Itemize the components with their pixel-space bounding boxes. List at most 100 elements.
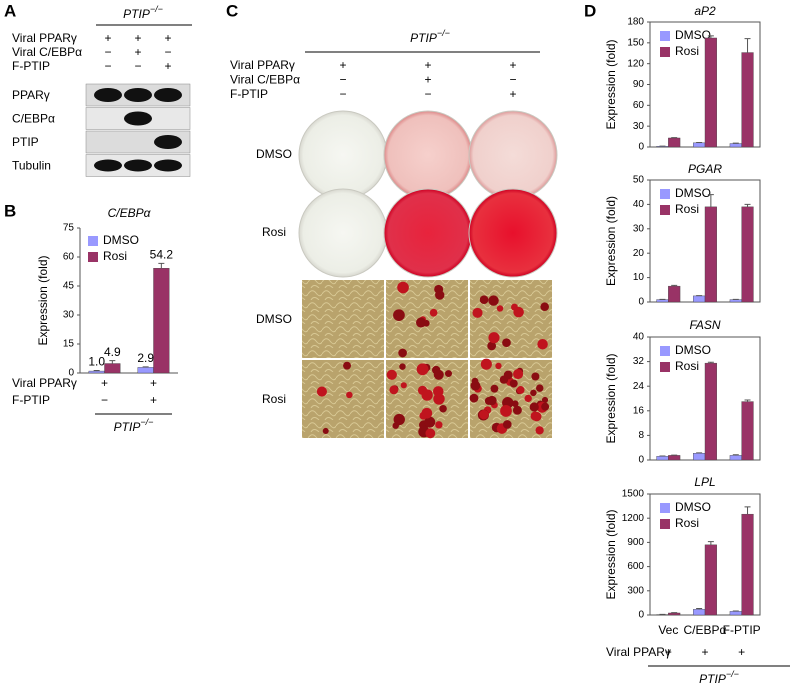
bar — [153, 268, 170, 374]
error-bar — [744, 38, 751, 53]
lipid-droplet — [343, 361, 352, 370]
error-bar — [707, 194, 714, 207]
bar — [704, 37, 717, 148]
lipid-droplet — [529, 402, 539, 412]
y-tick-label: 180 — [627, 17, 644, 28]
condition-mark: + — [339, 58, 346, 72]
bar — [668, 455, 681, 461]
condition-label: Viral PPARγ — [606, 645, 671, 659]
legend-swatch — [660, 31, 670, 41]
lipid-droplet — [472, 307, 483, 318]
y-tick-label: 60 — [63, 252, 75, 263]
lipid-droplet — [435, 290, 445, 300]
condition-mark: − — [164, 45, 171, 59]
legend-label: DMSO — [103, 233, 139, 247]
bar — [741, 52, 754, 148]
lipid-droplet — [495, 362, 502, 370]
lipid-droplet — [479, 409, 489, 420]
bar — [693, 295, 706, 303]
legend-swatch — [660, 503, 670, 513]
chart-title: PGAR — [688, 162, 722, 176]
blot-label: PPARγ — [12, 88, 50, 102]
lipid-droplet — [400, 382, 407, 389]
band — [94, 88, 122, 102]
condition-mark: − — [104, 45, 111, 59]
value-label: 2.9 — [137, 351, 154, 365]
y-tick-label: 20 — [633, 248, 645, 259]
condition-mark: + — [134, 45, 141, 59]
error-bar — [671, 284, 678, 287]
y-tick-label: 600 — [627, 561, 644, 572]
band — [124, 88, 152, 102]
row-label: Rosi — [262, 225, 286, 239]
panel-label: B — [4, 201, 16, 220]
culture-dish — [383, 188, 473, 278]
lipid-droplet — [392, 422, 399, 429]
condition-label: F-PTIP — [230, 87, 268, 101]
legend-label: Rosi — [675, 202, 699, 216]
bar — [656, 456, 669, 461]
row-label: DMSO — [256, 312, 292, 326]
lipid-droplet — [487, 341, 497, 351]
value-label: 54.2 — [150, 248, 174, 262]
panel-label: C — [226, 1, 238, 20]
lipid-droplet — [439, 404, 447, 413]
condition-label: Viral PPARγ — [12, 376, 77, 390]
bar — [104, 363, 121, 374]
gene: PTIP — [699, 672, 726, 686]
condition-mark: + — [509, 58, 516, 72]
y-tick-label: 32 — [633, 356, 645, 367]
lipid-droplet — [532, 411, 542, 422]
condition-label: F-PTIP — [12, 59, 50, 73]
lipid-droplet — [398, 348, 407, 358]
lipid-droplet — [393, 309, 405, 321]
genotype: PTIP−/− — [699, 669, 739, 686]
lipid-droplet — [425, 428, 436, 439]
lipid-droplet — [496, 305, 504, 312]
lipid-droplet — [445, 370, 452, 378]
lipid-droplet — [531, 372, 540, 381]
error-bar — [707, 35, 714, 38]
lipid-droplet — [386, 369, 397, 380]
gene: PTIP — [114, 420, 141, 434]
lipid-droplet — [393, 413, 405, 426]
condition-mark: − — [509, 73, 516, 87]
bar — [741, 401, 754, 461]
lipid-droplet — [471, 377, 479, 385]
y-tick-label: 0 — [638, 610, 644, 621]
bar — [741, 206, 754, 303]
bar — [137, 367, 154, 374]
lipid-droplet — [480, 358, 492, 370]
lipid-droplet — [399, 363, 406, 370]
y-tick-label: 1200 — [622, 513, 645, 524]
legend-label: DMSO — [675, 28, 711, 42]
lipid-droplet — [535, 426, 544, 435]
x-tick-label: C/EBPα — [684, 623, 727, 637]
condition-label: Viral PPARγ — [12, 31, 77, 45]
bar — [729, 455, 742, 461]
lipid-droplet — [389, 385, 399, 395]
condition-label: F-PTIP — [12, 393, 50, 407]
y-tick-label: 50 — [633, 175, 645, 186]
culture-dish — [298, 110, 388, 200]
y-tick-label: 24 — [633, 381, 645, 392]
genotype: PTIP−/− — [114, 417, 154, 434]
condition-mark: + — [150, 376, 157, 390]
superscript: −/− — [437, 28, 450, 38]
band — [154, 88, 182, 102]
lipid-droplet — [421, 389, 433, 401]
lipid-droplet — [488, 295, 499, 306]
y-axis-label: Expression (fold) — [604, 509, 618, 599]
y-tick-label: 15 — [63, 339, 75, 350]
y-axis-label: Expression (fold) — [36, 255, 50, 345]
bar — [729, 143, 742, 148]
legend-label: Rosi — [675, 44, 699, 58]
x-tick-label: Vec — [658, 623, 678, 637]
legend-swatch — [88, 236, 98, 246]
panel-label: D — [584, 1, 596, 20]
lipid-droplet — [516, 386, 525, 394]
bar — [741, 513, 754, 616]
condition-mark: + — [164, 31, 171, 45]
y-tick-label: 75 — [63, 223, 75, 234]
condition-mark: + — [134, 31, 141, 45]
